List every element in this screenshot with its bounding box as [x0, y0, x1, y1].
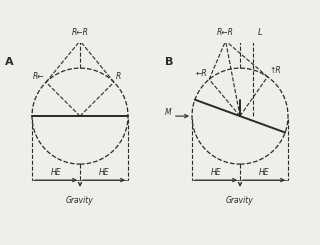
Text: R←R: R←R [72, 28, 88, 37]
Text: Gravity: Gravity [66, 196, 94, 205]
Text: ↑R: ↑R [269, 66, 281, 75]
Text: B: B [165, 57, 174, 67]
Text: M: M [164, 108, 171, 117]
Text: A: A [5, 57, 14, 67]
Text: R←: R← [33, 72, 44, 81]
Text: HE: HE [211, 168, 221, 177]
Text: HE: HE [259, 168, 269, 177]
Text: HE: HE [51, 168, 61, 177]
Text: Gravity: Gravity [226, 196, 254, 205]
Text: ←R: ←R [196, 69, 208, 78]
Text: R: R [116, 72, 121, 81]
Text: HE: HE [99, 168, 109, 177]
Text: R←R: R←R [217, 28, 234, 37]
Text: L: L [258, 28, 262, 37]
